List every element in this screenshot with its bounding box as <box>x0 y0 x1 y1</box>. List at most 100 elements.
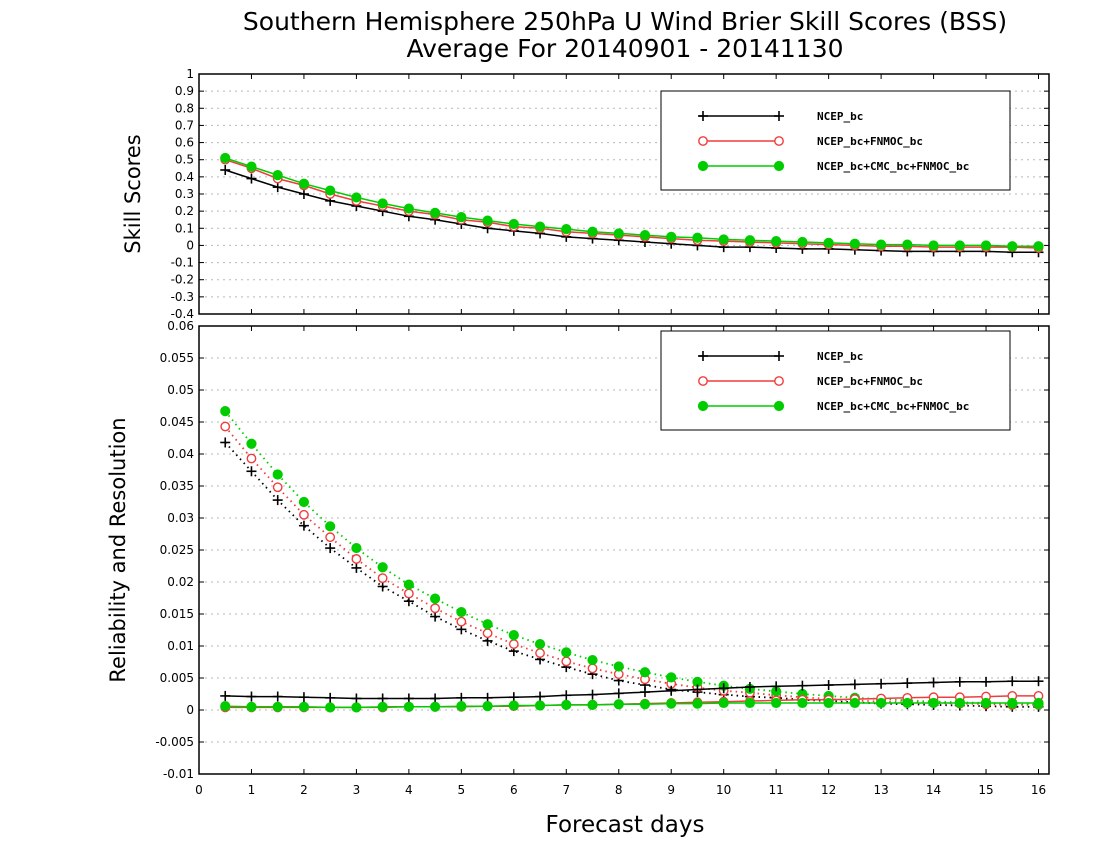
data-point <box>351 554 362 564</box>
data-point <box>351 192 362 203</box>
data-point <box>587 663 598 674</box>
data-point <box>456 212 467 223</box>
x-tick-label: 8 <box>615 783 623 797</box>
legend-marker <box>774 351 784 361</box>
legend-marker <box>698 376 708 386</box>
y-tick-label: 0 <box>186 238 194 252</box>
y-tick-label: 0.055 <box>160 351 194 365</box>
data-point <box>272 701 283 712</box>
data-point <box>587 689 598 700</box>
legend-marker <box>774 376 784 386</box>
data-point <box>692 684 703 695</box>
y-tick-label: 0.4 <box>175 170 194 184</box>
data-point <box>823 680 834 691</box>
data-point <box>246 173 257 184</box>
legend-marker <box>698 111 708 121</box>
x-tick-label: 9 <box>667 783 675 797</box>
y-tick-label: 0.9 <box>175 84 194 98</box>
y-tick-label: -0.2 <box>171 273 194 287</box>
data-point <box>377 573 388 584</box>
data-point <box>508 218 519 230</box>
x-tick-label: 2 <box>300 783 308 797</box>
plot-frame <box>198 325 1050 775</box>
y-tick-label: 0.7 <box>175 118 194 132</box>
x-tick-label: 5 <box>458 783 466 797</box>
data-point <box>1033 697 1044 709</box>
data-point <box>377 562 388 573</box>
data-point <box>902 678 913 689</box>
x-tick-label: 15 <box>978 783 993 797</box>
y-tick-label: 0.06 <box>167 319 194 333</box>
data-point <box>692 232 703 243</box>
data-point <box>954 240 965 251</box>
legend-marker <box>697 160 709 172</box>
y-tick-label: -0.005 <box>155 735 194 749</box>
y-tick-label: 0.05 <box>167 383 194 397</box>
data-point <box>220 421 231 432</box>
x-tick-label: 10 <box>716 783 731 797</box>
data-point <box>613 688 624 699</box>
data-point <box>902 239 913 250</box>
data-point <box>587 654 598 666</box>
data-point <box>377 701 388 712</box>
x-tick-label: 16 <box>1031 783 1046 797</box>
data-point <box>325 532 336 543</box>
x-tick-label: 14 <box>926 783 941 797</box>
x-tick-label: 7 <box>562 783 570 797</box>
data-point <box>639 699 651 710</box>
data-point <box>928 697 939 709</box>
series-line <box>225 702 1039 709</box>
y-tick-label: 0.005 <box>160 671 194 685</box>
data-point <box>456 701 467 712</box>
data-point <box>718 697 729 709</box>
data-point <box>430 593 441 604</box>
y-tick-label: 0.04 <box>167 447 194 461</box>
data-point <box>298 178 310 189</box>
data-point <box>718 683 729 694</box>
data-point <box>928 240 939 251</box>
x-axis-title: Forecast days <box>546 812 705 838</box>
data-point <box>875 697 887 709</box>
legend-marker <box>774 136 784 146</box>
data-point <box>876 678 887 689</box>
data-point <box>325 692 336 703</box>
data-point <box>430 603 441 614</box>
data-point <box>246 161 257 172</box>
y-axis-title: Reliability and Resolution <box>106 417 130 682</box>
x-tick-label: 6 <box>510 783 518 797</box>
data-point <box>456 606 467 618</box>
data-point <box>587 699 598 710</box>
data-point <box>403 588 414 599</box>
data-point <box>482 215 493 226</box>
x-tick-label: 3 <box>353 783 361 797</box>
data-point <box>849 679 860 690</box>
y-tick-label: 0.03 <box>167 511 194 525</box>
data-point <box>403 579 414 590</box>
legend-marker <box>773 400 785 412</box>
y-tick-label: 0.045 <box>160 415 194 429</box>
x-tick-label: 11 <box>769 783 784 797</box>
data-point <box>377 198 388 209</box>
data-point <box>561 224 572 235</box>
data-point <box>430 701 441 712</box>
y-tick-label: 0.6 <box>175 136 194 150</box>
data-point <box>823 697 834 709</box>
data-point <box>1007 697 1018 709</box>
data-point <box>534 221 546 232</box>
data-point <box>272 691 283 702</box>
data-point <box>1007 241 1018 252</box>
data-point <box>272 482 283 493</box>
data-point <box>561 647 572 658</box>
data-point <box>377 581 388 592</box>
data-point <box>561 699 572 710</box>
reliability-resolution-panel: -0.01 -0.005 0 0.005 0.01 0.015 0.02 0.025 0.03 0… <box>106 319 1050 797</box>
skill-score-panel: -0.4 -0.3 -0.2 -0.1 0 0.1 0.2 0.3 0.4 0.5 0.6 0.7 0.… <box>121 67 1050 321</box>
y-tick-label: 0.3 <box>175 187 194 201</box>
data-point <box>272 182 283 193</box>
series-line <box>224 410 1039 706</box>
chart-subtitle: Average For 20140901 - 20141130 <box>406 34 843 63</box>
data-point <box>482 701 493 712</box>
data-point <box>325 702 336 713</box>
data-point <box>220 690 231 701</box>
